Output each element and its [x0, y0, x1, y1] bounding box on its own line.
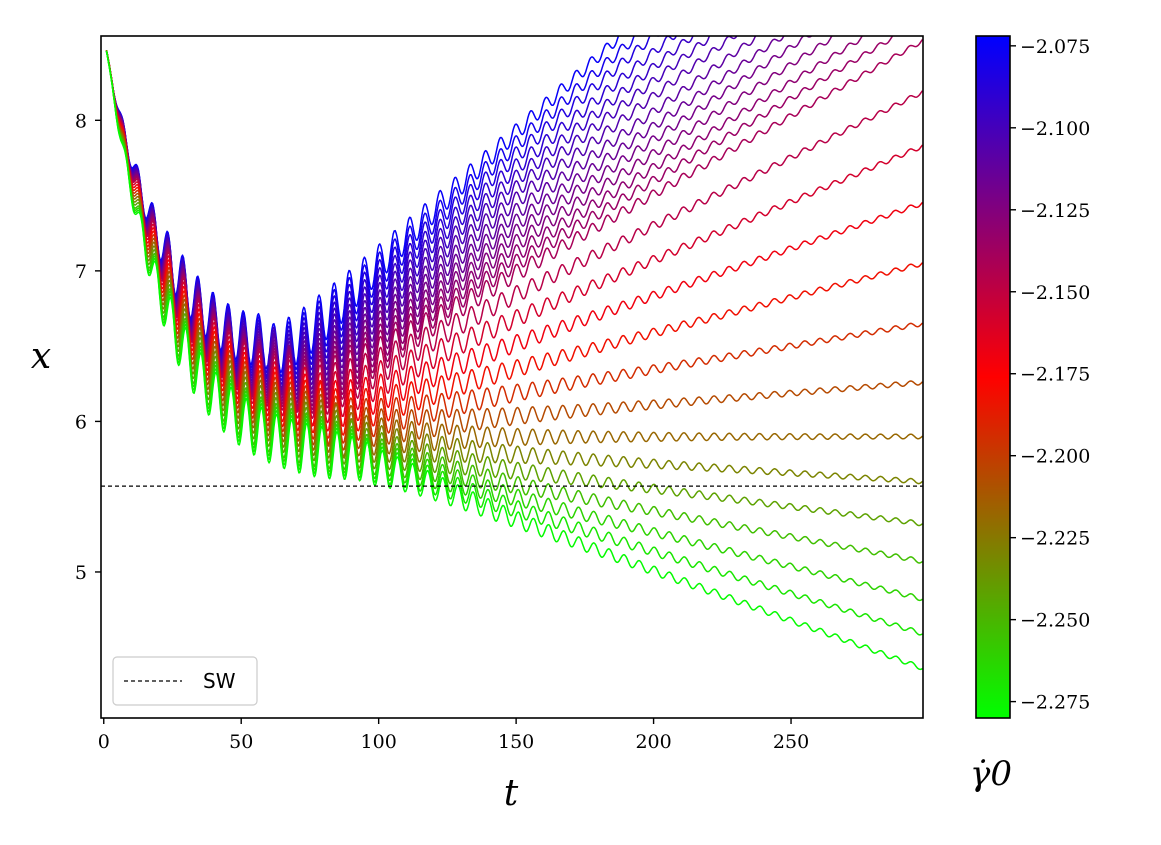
colorbar-tick-label: −2.125: [1020, 200, 1090, 222]
x-axis-ticks: 0 50 100 150 200 250: [98, 718, 809, 753]
x-axis-label: t: [504, 773, 519, 814]
series-line: [105, 36, 660, 381]
series-line: [105, 50, 923, 432]
colorbar-tick-label: −2.100: [1020, 118, 1090, 140]
colorbar-tick-label: −2.150: [1020, 282, 1090, 304]
x-tick-label: 0: [98, 731, 110, 753]
series-line: [105, 36, 635, 378]
x-tick-label: 250: [773, 731, 809, 753]
colorbar-tick-label: −2.250: [1020, 610, 1090, 632]
series-line: [105, 50, 923, 419]
colorbar-ticks: −2.275 −2.250 −2.225 −2.200 −2.175 −2.150 −2.1…: [1010, 36, 1090, 714]
legend-box: [112, 656, 258, 706]
y-tick-label: 8: [75, 110, 87, 132]
x-tick-label: 200: [635, 731, 671, 753]
x-tick-label: 50: [229, 731, 253, 753]
legend: SW: [112, 656, 258, 706]
colorbar-tick-label: −2.275: [1020, 692, 1090, 714]
y-axis-label: x: [31, 336, 51, 377]
colorbar-tick-label: −2.175: [1020, 364, 1090, 386]
series-line: [105, 36, 620, 378]
y-tick-label: 7: [75, 261, 87, 283]
series-line: [105, 50, 923, 439]
series-line: [105, 50, 923, 426]
colorbar-tick-label: −2.200: [1020, 446, 1090, 468]
x-tick-label: 100: [361, 731, 397, 753]
y-tick-label: 6: [75, 411, 87, 433]
x-tick-label: 150: [498, 731, 534, 753]
y-axis-ticks: 5 6 7 8: [75, 110, 101, 584]
legend-label-sw: SW: [203, 669, 236, 693]
colorbar: −2.275 −2.250 −2.225 −2.200 −2.175 −2.150 −2.1…: [970, 35, 1090, 794]
series-layer: [105, 36, 923, 671]
colorbar-tick-label: −2.225: [1020, 528, 1090, 550]
colorbar-gradient: [976, 36, 1010, 718]
colorbar-label: γ̇0: [970, 754, 1012, 794]
y-tick-label: 5: [75, 562, 87, 584]
colorbar-frame: [975, 35, 1011, 719]
series-line: [105, 50, 923, 671]
colorbar-tick-label: −2.075: [1020, 36, 1090, 58]
plot-frame: [100, 35, 924, 719]
